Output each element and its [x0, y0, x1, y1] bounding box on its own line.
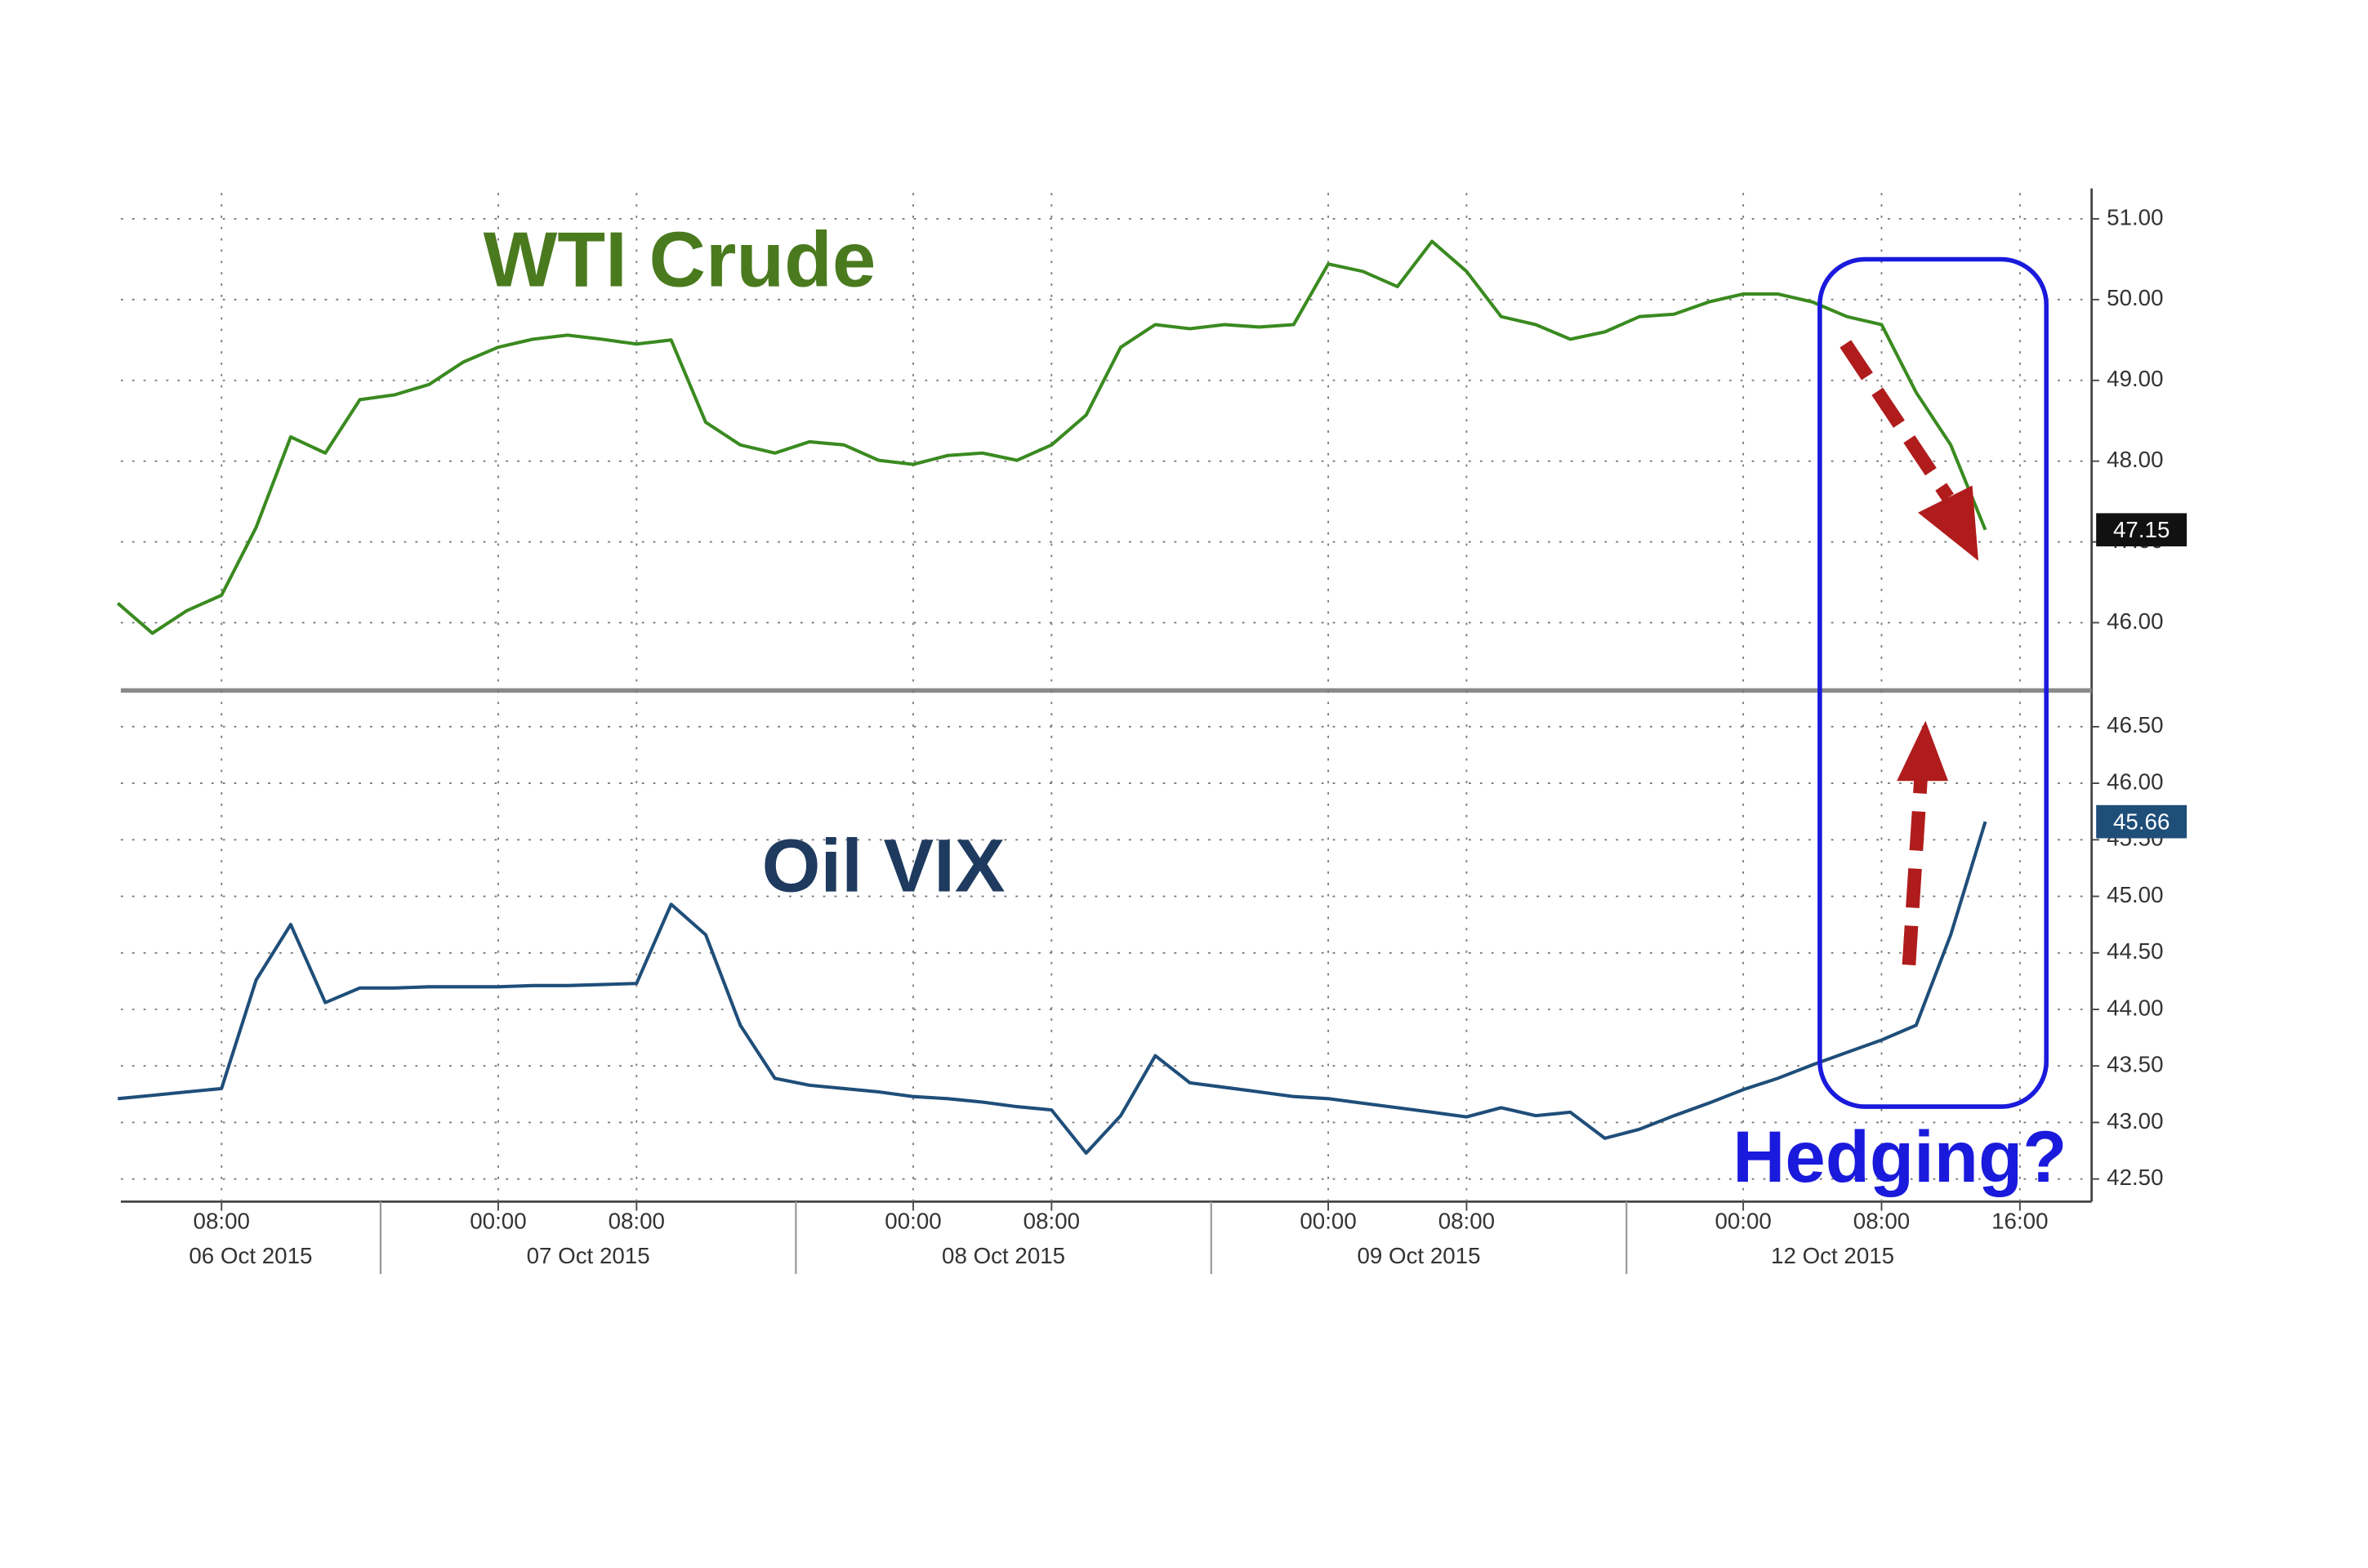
x-tick-label: 16:00: [1991, 1209, 2048, 1234]
y-tick-label: 43.50: [2107, 1052, 2163, 1077]
last-value-label: 47.15: [2113, 517, 2170, 542]
y-tick-label: 51.00: [2107, 204, 2163, 229]
y-tick-label: 44.50: [2107, 938, 2163, 964]
last-value-box: [2096, 513, 2187, 547]
y-tick-label: 46.50: [2107, 712, 2163, 737]
x-date-label: 06 Oct 2015: [189, 1243, 312, 1268]
y-tick-label: 49.00: [2107, 366, 2163, 391]
price-line: [116, 239, 1987, 635]
y-tick-label: 46.00: [2107, 608, 2163, 634]
x-tick-label: 08:00: [194, 1209, 250, 1234]
x-tick-label: 08:00: [1438, 1209, 1495, 1234]
annotation: Hedging?: [1733, 1116, 2067, 1197]
y-tick-label: 42.50: [2107, 1165, 2163, 1190]
day-separators: [379, 1201, 1628, 1274]
arrow-shaft: [1840, 340, 1954, 501]
x-tick-label: 00:00: [470, 1209, 526, 1234]
y-tick-label: 50.00: [2107, 285, 2163, 310]
y-tick-label: 45.00: [2107, 882, 2163, 907]
x-tick-label: 08:00: [609, 1209, 665, 1234]
last-value-box: [2096, 804, 2187, 839]
x-tick-label: 08:00: [1023, 1209, 1080, 1234]
y-tick-label: 46.00: [2107, 768, 2163, 794]
x-date-label: 07 Oct 2015: [527, 1243, 650, 1268]
x-date-label: 08 Oct 2015: [942, 1243, 1065, 1268]
x-date-label: 09 Oct 2015: [1357, 1243, 1480, 1268]
x-tick-label: 00:00: [1300, 1209, 1356, 1234]
x-tick-label: 08:00: [1853, 1209, 1910, 1234]
chart-title: Oil VIX: [762, 823, 1006, 908]
chart-title: WTI Crude: [484, 216, 876, 303]
y-tick-label: 48.00: [2107, 447, 2163, 472]
y-tick-label: 43.00: [2107, 1108, 2163, 1134]
x-tick-label: 00:00: [1715, 1209, 1771, 1234]
price-line: [118, 821, 1987, 1155]
arrow-head: [1897, 720, 1949, 782]
highlight-box: [1817, 256, 2049, 1109]
last-value-label: 45.66: [2113, 808, 2170, 834]
y-tick-label: 44.00: [2107, 995, 2163, 1020]
arrow-shaft: [1902, 776, 1929, 966]
arrow-head: [1918, 485, 1978, 561]
overlay: [1817, 256, 2049, 1109]
x-tick-label: 00:00: [885, 1209, 941, 1234]
x-date-label: 12 Oct 2015: [1771, 1243, 1894, 1268]
plot-layer: 46.0047.0048.0049.0050.0051.0047.1542.50…: [116, 193, 2187, 1268]
